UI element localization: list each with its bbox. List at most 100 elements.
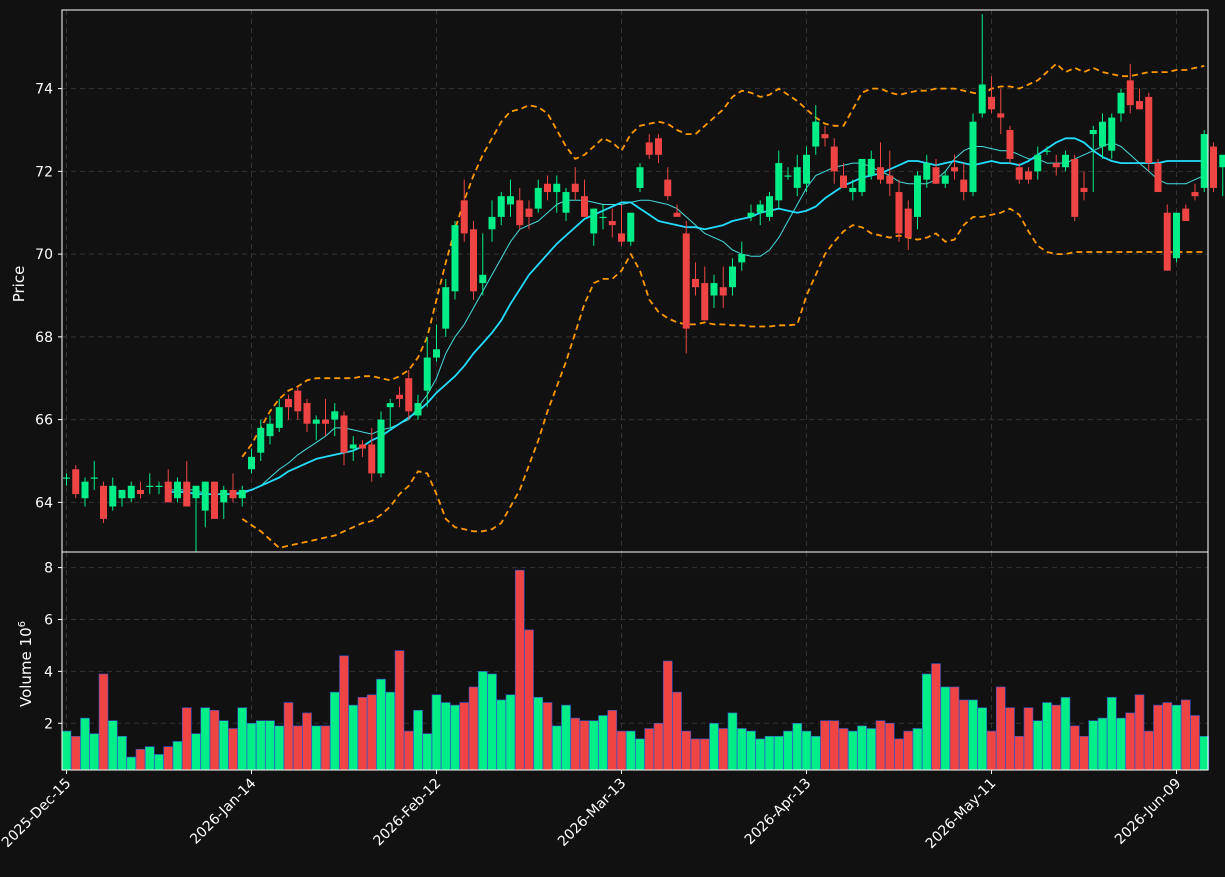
volume-bar [940, 686, 951, 771]
candle-body [349, 444, 357, 449]
candle-body [72, 469, 80, 495]
volume-bar [422, 733, 433, 771]
volume-bar [644, 728, 655, 771]
volume-bar [986, 730, 997, 771]
candle-body [275, 407, 283, 428]
candle-body [331, 411, 339, 420]
candle-body [1034, 154, 1042, 172]
candle [1182, 204, 1190, 222]
candle [969, 113, 977, 197]
candle-body [479, 274, 487, 284]
volume-bar [551, 725, 562, 771]
candle [571, 167, 579, 201]
volume-bar [450, 704, 460, 771]
bollinger-bands [241, 62, 1205, 549]
candle-body [238, 489, 246, 499]
candle [1025, 167, 1032, 184]
candle [100, 481, 107, 524]
candle [331, 403, 339, 437]
volume-bar [218, 720, 229, 771]
volume-tick-label: 6 [44, 612, 53, 628]
candle-body [81, 481, 89, 499]
candle-body [904, 208, 912, 238]
candle-body [599, 216, 607, 219]
candle-body [220, 489, 228, 503]
candle-body [1182, 208, 1190, 222]
volume-bar [912, 728, 923, 771]
volume-bar [1014, 735, 1025, 771]
candle [932, 158, 940, 184]
volume-bar [866, 728, 877, 771]
volume-bar [1060, 697, 1071, 771]
candle-body [1173, 212, 1180, 259]
candle-body [1108, 117, 1116, 151]
volume-bar [931, 663, 941, 771]
candle [1173, 212, 1180, 263]
candle [793, 154, 801, 197]
candle-body [211, 481, 218, 519]
volume-bar [394, 650, 405, 771]
volume-bar [736, 728, 747, 771]
candles [63, 14, 1225, 552]
candle [1108, 113, 1116, 159]
candle [562, 187, 570, 222]
candle-body [978, 84, 986, 114]
candle [840, 163, 847, 188]
volume-bar [903, 730, 914, 771]
volume-bar [801, 730, 812, 771]
candle-body [525, 208, 533, 217]
volume-bar [949, 686, 960, 771]
volume-bar [292, 725, 303, 771]
candle-body [155, 485, 163, 488]
volume-bar [283, 702, 294, 771]
volume-bar [625, 730, 636, 771]
candle [275, 398, 283, 433]
volume-bar [487, 673, 497, 771]
candle [285, 394, 292, 420]
volume-bar [681, 730, 692, 771]
candle [174, 477, 181, 503]
candle-body [303, 403, 311, 424]
candle [81, 477, 89, 507]
candle [451, 221, 459, 300]
volume-bar [440, 702, 451, 771]
candle [238, 485, 246, 507]
volume-bar [376, 678, 386, 771]
candle [72, 465, 80, 499]
candle [109, 477, 117, 511]
volume-axis-label-exponent: 6 [17, 621, 28, 627]
volume-bar [968, 699, 978, 771]
candle [183, 460, 191, 507]
candle-body [164, 481, 172, 503]
candle-body [969, 121, 977, 193]
candle [118, 489, 126, 507]
candle-body [1025, 171, 1032, 180]
candle-body [812, 121, 820, 147]
volume-bar [320, 725, 331, 771]
candle [729, 258, 736, 296]
volume-bar [977, 707, 988, 771]
candle [1200, 129, 1208, 193]
candle-body [636, 167, 644, 188]
candle [692, 262, 699, 296]
candle [127, 481, 135, 503]
candle [988, 76, 995, 114]
candle [821, 125, 829, 147]
candle-body [1163, 212, 1171, 271]
volume-bar [1134, 694, 1145, 771]
candle [803, 146, 810, 193]
candle [414, 394, 422, 420]
candle-body [423, 357, 431, 391]
candle [618, 204, 625, 246]
candle-body [1052, 163, 1060, 168]
candle [294, 386, 302, 420]
candle-body [359, 444, 366, 449]
candle [997, 88, 1005, 135]
volume-bar [718, 728, 729, 771]
volume-bar [616, 730, 627, 771]
candle-body [562, 192, 570, 213]
candle-body [285, 398, 292, 408]
candle-body [932, 167, 940, 184]
candle [904, 200, 912, 250]
